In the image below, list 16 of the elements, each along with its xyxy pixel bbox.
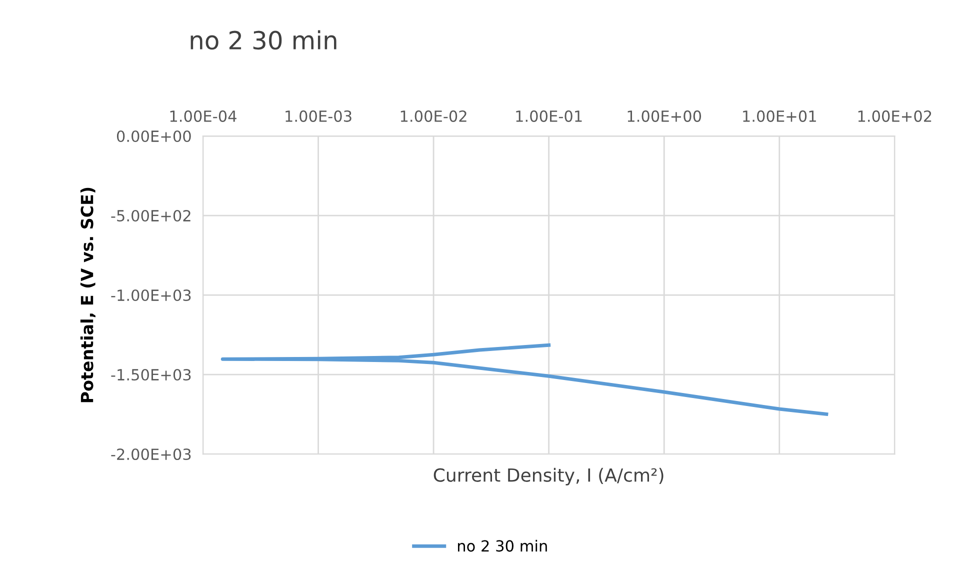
y-axis-title: Potential, E (V vs. SCE)	[80, 188, 96, 402]
y-tick-label: -1.50E+03	[111, 368, 191, 381]
x-tick-label: 1.00E-02	[400, 110, 466, 122]
x-tick-label: 1.00E+01	[743, 110, 816, 122]
x-tick-label: 1.00E+02	[858, 110, 932, 122]
y-tick-label: 0.00E+00	[116, 130, 191, 142]
legend-label: no 2 30 min	[458, 540, 547, 552]
x-tick-label: 1.00E-03	[286, 110, 352, 122]
x-axis-title: Current Density, I (A/cm²)	[434, 468, 664, 486]
chart-title: no 2 30 min	[190, 30, 336, 50]
x-tick-label: 1.00E-04	[170, 110, 236, 122]
y-tick-label: -2.00E+03	[111, 448, 191, 460]
x-tick-label: 1.00E+00	[628, 110, 702, 122]
x-tick-label: 1.00E-01	[516, 110, 582, 122]
y-tick-label: -1.00E+03	[111, 289, 191, 302]
y-tick-label: -5.00E+02	[111, 210, 190, 222]
